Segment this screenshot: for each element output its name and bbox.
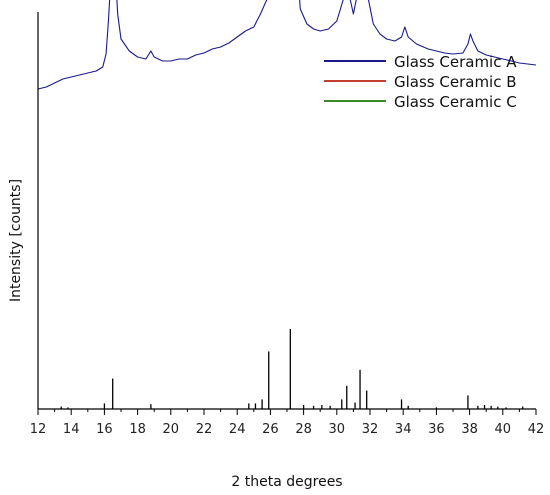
legend-entry-a: Glass Ceramic A (324, 53, 517, 71)
legend-label-a: Glass Ceramic A (394, 53, 517, 71)
x-tick-label: 34 (395, 422, 412, 437)
series-line-a (37, 0, 537, 90)
x-tick-label: 28 (295, 422, 312, 437)
series-lines (37, 0, 537, 90)
x-tick-label: 14 (63, 422, 80, 437)
x-tick-label: 26 (262, 422, 279, 437)
legend-entry-b: Glass Ceramic B (324, 73, 517, 91)
x-tick-label: 12 (30, 422, 47, 437)
x-tick-label: 22 (196, 422, 213, 437)
legend-label-b: Glass Ceramic B (394, 73, 517, 91)
x-tick-label: 38 (461, 422, 478, 437)
legend-entry-c: Glass Ceramic C (324, 93, 517, 111)
x-tick-label: 18 (129, 422, 146, 437)
x-tick-label: 24 (229, 422, 246, 437)
x-tick-label: 40 (495, 422, 512, 437)
x-axis-label: 2 theta degrees (231, 474, 342, 490)
axes (37, 12, 536, 410)
x-tick-label: 20 (163, 422, 180, 437)
x-tick-label: 16 (96, 422, 113, 437)
x-ticks: 12 14 16 18 20 22 24 26 28 30 32 34 36 38 40 42 (30, 409, 545, 437)
x-tick-label: 32 (362, 422, 379, 437)
x-tick-label: 36 (428, 422, 445, 437)
y-axis-label: Intensity [counts] (8, 179, 24, 302)
legend: Glass Ceramic A Glass Ceramic B Glass Ce… (324, 53, 517, 111)
x-tick-label: 42 (528, 422, 545, 437)
legend-label-c: Glass Ceramic C (394, 93, 517, 111)
reference-peaks (60, 329, 524, 409)
x-tick-label: 30 (329, 422, 346, 437)
